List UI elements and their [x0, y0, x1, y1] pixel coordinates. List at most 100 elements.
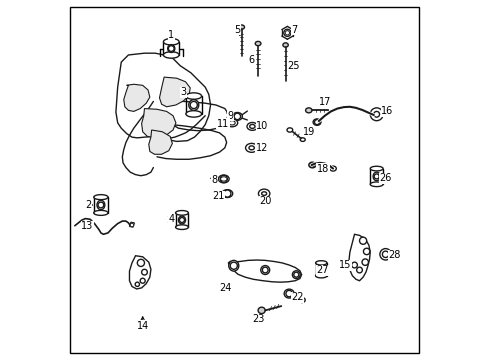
- Circle shape: [142, 269, 147, 275]
- Text: 5: 5: [234, 25, 240, 35]
- Circle shape: [363, 248, 369, 255]
- Circle shape: [373, 111, 379, 117]
- Text: 7: 7: [291, 25, 297, 35]
- Ellipse shape: [298, 297, 305, 302]
- Text: 27: 27: [315, 265, 328, 275]
- Ellipse shape: [283, 43, 287, 47]
- Ellipse shape: [232, 112, 242, 120]
- Ellipse shape: [218, 175, 229, 183]
- Ellipse shape: [167, 45, 175, 53]
- Circle shape: [168, 46, 174, 51]
- Circle shape: [98, 202, 103, 208]
- Text: 15: 15: [338, 260, 351, 270]
- Ellipse shape: [317, 266, 324, 273]
- Circle shape: [220, 175, 227, 183]
- Text: 10: 10: [256, 121, 268, 131]
- Text: 19: 19: [302, 127, 314, 137]
- Polygon shape: [228, 260, 301, 282]
- Circle shape: [314, 120, 319, 125]
- Text: 12: 12: [255, 143, 267, 153]
- Ellipse shape: [163, 52, 179, 58]
- Text: 4: 4: [168, 214, 174, 224]
- Polygon shape: [348, 234, 369, 281]
- Text: 23: 23: [251, 314, 264, 324]
- Ellipse shape: [220, 177, 226, 181]
- Circle shape: [283, 29, 290, 36]
- Ellipse shape: [315, 261, 326, 265]
- Text: 13: 13: [81, 221, 93, 231]
- Polygon shape: [148, 130, 172, 154]
- Ellipse shape: [369, 182, 382, 186]
- Ellipse shape: [261, 192, 266, 195]
- Ellipse shape: [369, 166, 382, 171]
- Circle shape: [137, 259, 144, 266]
- Polygon shape: [159, 77, 190, 107]
- Circle shape: [309, 163, 314, 167]
- Ellipse shape: [284, 289, 294, 298]
- Text: 1: 1: [168, 30, 174, 40]
- Text: 26: 26: [379, 173, 391, 183]
- Ellipse shape: [258, 189, 269, 198]
- Circle shape: [224, 190, 230, 197]
- Text: 18: 18: [316, 163, 328, 174]
- Circle shape: [234, 113, 240, 120]
- Circle shape: [373, 174, 378, 179]
- Polygon shape: [116, 53, 210, 141]
- Text: 21: 21: [212, 191, 224, 201]
- Ellipse shape: [185, 93, 201, 99]
- Text: 8: 8: [211, 175, 217, 185]
- Ellipse shape: [308, 162, 315, 168]
- Circle shape: [369, 108, 382, 121]
- Circle shape: [359, 237, 366, 244]
- Text: 16: 16: [381, 107, 393, 116]
- Polygon shape: [123, 84, 149, 111]
- Polygon shape: [129, 222, 134, 227]
- Text: 9: 9: [227, 111, 233, 121]
- Ellipse shape: [97, 201, 104, 210]
- Ellipse shape: [258, 307, 264, 314]
- Ellipse shape: [255, 41, 261, 46]
- Circle shape: [285, 291, 292, 297]
- Text: 14: 14: [136, 321, 148, 331]
- Circle shape: [140, 278, 145, 283]
- Text: 3: 3: [181, 87, 186, 98]
- Ellipse shape: [329, 166, 336, 171]
- Ellipse shape: [185, 111, 201, 117]
- Ellipse shape: [178, 216, 185, 224]
- Ellipse shape: [372, 172, 380, 181]
- Circle shape: [130, 223, 134, 227]
- Circle shape: [356, 267, 362, 273]
- Text: 28: 28: [387, 250, 400, 260]
- Ellipse shape: [379, 249, 390, 260]
- Ellipse shape: [292, 271, 300, 279]
- Circle shape: [318, 267, 323, 272]
- Ellipse shape: [228, 260, 238, 271]
- Ellipse shape: [175, 211, 188, 215]
- Polygon shape: [129, 256, 151, 289]
- Text: 2: 2: [85, 200, 91, 210]
- Circle shape: [351, 262, 357, 268]
- Ellipse shape: [315, 274, 326, 278]
- Circle shape: [135, 282, 139, 287]
- Ellipse shape: [249, 125, 255, 129]
- Polygon shape: [142, 109, 176, 138]
- Ellipse shape: [238, 25, 244, 29]
- Text: 25: 25: [287, 62, 300, 71]
- Ellipse shape: [245, 143, 257, 152]
- Ellipse shape: [94, 210, 108, 215]
- Ellipse shape: [175, 225, 188, 229]
- Ellipse shape: [300, 138, 305, 141]
- Circle shape: [285, 31, 289, 35]
- Text: 6: 6: [248, 55, 254, 65]
- Ellipse shape: [226, 119, 237, 127]
- Ellipse shape: [312, 119, 320, 125]
- Ellipse shape: [222, 190, 232, 198]
- Ellipse shape: [305, 108, 311, 113]
- Circle shape: [293, 272, 298, 277]
- Circle shape: [179, 217, 184, 222]
- Circle shape: [361, 259, 367, 265]
- Text: 20: 20: [259, 197, 271, 206]
- Ellipse shape: [94, 195, 108, 200]
- Text: 24: 24: [219, 283, 232, 293]
- Ellipse shape: [163, 39, 179, 45]
